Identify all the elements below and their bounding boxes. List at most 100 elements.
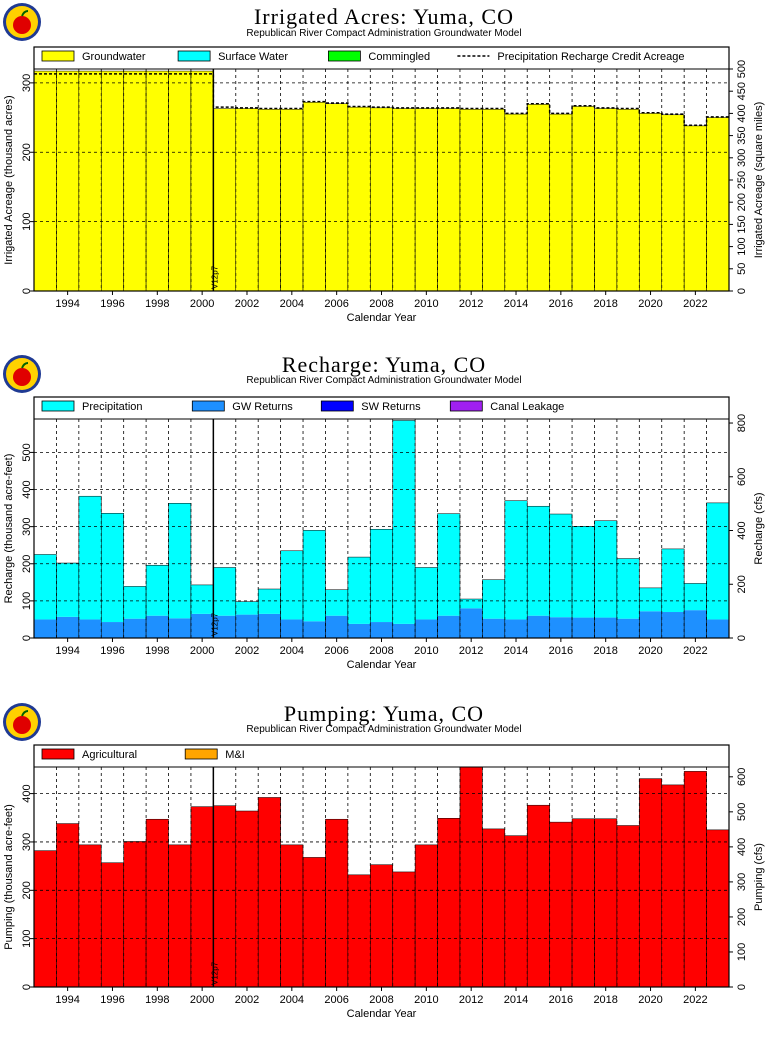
bar-segment	[347, 623, 371, 638]
bar-segment	[146, 71, 169, 291]
bar-segment	[684, 771, 707, 987]
bar-segment	[392, 623, 416, 638]
bar-segment	[661, 114, 685, 291]
bar-segment	[56, 71, 79, 291]
x-tick-label: 1996	[100, 298, 124, 310]
version-marker-label: V12p7	[210, 265, 219, 289]
legend-label: Surface Water	[218, 51, 288, 63]
y2-tick-label: 100	[736, 943, 748, 961]
bar-segment	[594, 108, 617, 291]
bar-segment	[303, 102, 326, 291]
bar-segment	[437, 818, 460, 987]
x-tick-label: 2020	[638, 298, 662, 310]
x-tick-label: 2002	[235, 994, 259, 1006]
y2-tick-label: 300	[736, 149, 748, 167]
x-tick-label: 2010	[414, 645, 438, 657]
legend-label: Commingled	[368, 51, 430, 63]
bar-segment	[392, 871, 416, 987]
bar-segment	[78, 71, 102, 291]
version-marker-label: V12p7	[210, 961, 219, 985]
bar-segment	[347, 557, 371, 624]
x-tick-label: 2010	[414, 994, 438, 1006]
bar-segment	[235, 614, 259, 638]
y2-axis-label: Recharge (cfs)	[753, 492, 765, 564]
bar-segment	[258, 109, 281, 291]
x-axis-label: Calendar Year	[347, 659, 417, 671]
x-tick-label: 2014	[504, 298, 528, 310]
bar-segment	[482, 109, 505, 291]
y-tick-label: 0	[21, 288, 33, 294]
x-tick-label: 2006	[324, 645, 348, 657]
chart-subtitle: Republican River Compact Administration …	[246, 724, 522, 735]
bar-segment	[56, 616, 79, 638]
bar-segment	[258, 797, 281, 987]
legend-label: Agricultural	[82, 749, 137, 761]
bar-segment	[459, 767, 483, 987]
y2-tick-label: 150	[736, 215, 748, 233]
legend-swatch	[191, 400, 225, 412]
bar-segment	[706, 117, 729, 291]
y2-axis-label: Pumping (cfs)	[753, 843, 765, 911]
bar-segment	[56, 563, 79, 617]
bar-segment	[639, 778, 662, 987]
bar-segment	[235, 811, 259, 987]
bar-segment	[146, 565, 169, 616]
legend-label: M&I	[225, 749, 245, 761]
x-tick-label: 2000	[190, 994, 214, 1006]
x-tick-label: 1994	[55, 298, 79, 310]
y-tick-label: 200	[21, 143, 33, 161]
bar-segment	[123, 841, 147, 987]
y2-tick-label: 400	[736, 838, 748, 856]
bar-segment	[56, 823, 79, 987]
x-tick-label: 2000	[190, 645, 214, 657]
y2-tick-label: 350	[736, 126, 748, 144]
bar-segment	[415, 567, 438, 620]
bar-segment	[616, 558, 640, 619]
bar-segment	[190, 613, 214, 638]
bar-segment	[504, 835, 528, 987]
y2-tick-label: 450	[736, 82, 748, 100]
apple-logo-icon	[3, 3, 41, 41]
bar-segment	[392, 108, 416, 291]
y-tick-label: 200	[21, 555, 33, 573]
bar-segment	[527, 104, 550, 291]
chart-subtitle: Republican River Compact Administration …	[246, 28, 522, 39]
bar-segment	[280, 619, 304, 638]
irrigated-acres-panel: Irrigated Acres: Yuma, CO Republican Riv…	[0, 0, 768, 340]
bar-segment	[303, 857, 326, 987]
bar-segment	[437, 108, 460, 291]
legend-swatch	[320, 400, 354, 412]
bar-segment	[235, 108, 259, 291]
y2-tick-label: 600	[736, 468, 748, 486]
bar-segment	[504, 114, 528, 291]
y-tick-label: 300	[21, 833, 33, 851]
y2-tick-label: 400	[736, 521, 748, 539]
bar-segment	[34, 850, 57, 987]
bar-segment	[190, 584, 214, 614]
legend-label: Canal Leakage	[490, 401, 564, 413]
x-tick-label: 1996	[100, 645, 124, 657]
bar-segment	[684, 583, 707, 611]
bar-segment	[325, 615, 348, 638]
x-tick-label: 2018	[593, 298, 617, 310]
bar-segment	[190, 71, 214, 291]
bar-segment	[280, 550, 304, 620]
x-tick-label: 2022	[683, 645, 707, 657]
legend-swatch	[41, 50, 75, 62]
legend-swatch	[327, 50, 361, 62]
y2-tick-label: 200	[736, 575, 748, 593]
x-tick-label: 2012	[459, 645, 483, 657]
y-axis-label: Irrigated Acreage (thousand acres)	[3, 95, 15, 264]
bar-segment	[34, 619, 57, 638]
bar-segment	[101, 622, 124, 638]
y2-tick-label: 800	[736, 414, 748, 432]
x-tick-label: 1998	[145, 645, 169, 657]
bar-segment	[146, 615, 169, 638]
bar-segment	[101, 513, 124, 623]
bar-segment	[325, 589, 348, 616]
y-axis-label: Pumping (thousand acre-feet)	[3, 804, 15, 950]
y2-tick-label: 200	[736, 908, 748, 926]
x-axis-label: Calendar Year	[347, 1008, 417, 1020]
x-tick-label: 2016	[549, 298, 573, 310]
bar-segment	[280, 109, 304, 291]
